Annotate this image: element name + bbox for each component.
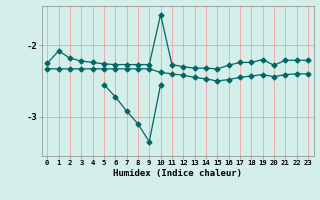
X-axis label: Humidex (Indice chaleur): Humidex (Indice chaleur) — [113, 169, 242, 178]
